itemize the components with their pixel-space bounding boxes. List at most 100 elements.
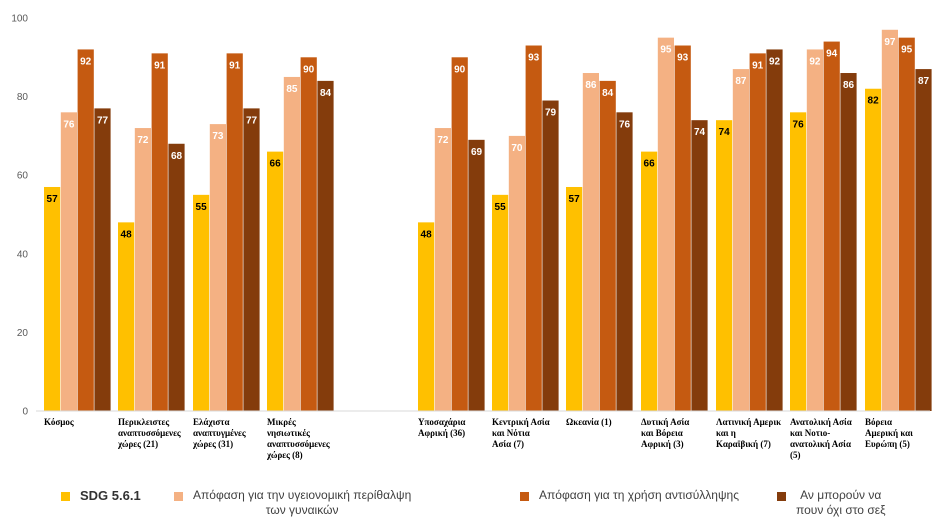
value-label: 66	[270, 159, 282, 170]
bar	[77, 49, 94, 411]
bar	[732, 69, 749, 411]
y-tick-label: 60	[17, 171, 29, 182]
category-label: Μικρές νησιωτικές αναπτυσσόμενες χώρες (8)	[266, 417, 330, 460]
bar	[865, 88, 882, 412]
bar	[44, 186, 61, 411]
legend-label: Απόφαση για τη χρήση αντισύλληψης	[539, 488, 739, 502]
bar	[60, 112, 77, 411]
value-label: 91	[154, 60, 166, 71]
category-label: Ελάχιστα αναπτυγμένες χώρες (31)	[192, 417, 246, 449]
bar	[657, 37, 674, 412]
category-label: Κόσμος	[44, 417, 74, 427]
value-label: 77	[97, 115, 109, 126]
value-label: 73	[212, 131, 224, 142]
y-tick-label: 80	[17, 92, 29, 103]
category-label: Βόρεια Αμερική και Ευρώπη (5)	[865, 417, 913, 449]
bar	[193, 194, 210, 411]
category-label: Ανατολική Ασία και Νοτιο-ανατολική Ασία (5…	[790, 417, 852, 460]
value-label: 77	[246, 115, 258, 126]
bar	[542, 100, 559, 411]
y-axis: 0 20 40 60 80 100	[11, 14, 28, 418]
value-label: 74	[719, 127, 731, 138]
bar	[468, 139, 485, 411]
value-label: 66	[644, 159, 656, 170]
bar	[525, 45, 542, 411]
value-label: 91	[229, 60, 241, 71]
value-label: 92	[769, 56, 781, 67]
legend-label: Αν μπορούν να πουν όχι στο σεξ	[796, 488, 886, 517]
bar	[749, 53, 766, 412]
y-tick-label: 0	[22, 407, 28, 418]
value-label: 90	[454, 64, 466, 75]
value-label: 57	[47, 194, 59, 205]
category-label: Κεντρική Ασία και Νότια Ασία (7)	[492, 417, 550, 449]
legend-item: SDG 5.6.1	[61, 488, 141, 503]
bar	[599, 80, 616, 411]
bar	[118, 222, 135, 411]
category-label: Λατινική Αμερικ και η Καραϊβική (7)	[716, 417, 781, 449]
legend-label: SDG 5.6.1	[80, 488, 141, 503]
value-label: 97	[884, 37, 896, 48]
value-label: 87	[918, 76, 930, 87]
value-label: 93	[528, 53, 540, 64]
category-label: Δυτική Ασία και Βόρεια Αφρική (3)	[641, 417, 689, 449]
value-label: 86	[843, 80, 855, 91]
value-label: 69	[471, 147, 483, 158]
bar	[226, 53, 243, 412]
y-tick-label: 20	[17, 328, 29, 339]
value-label: 90	[303, 64, 315, 75]
value-label: 72	[137, 135, 149, 146]
bar	[881, 29, 898, 411]
legend-item: Απόφαση για τη χρήση αντισύλληψης	[520, 488, 739, 503]
legend-swatch	[61, 492, 70, 501]
category-label: Υποσαχάρια Αφρική (36)	[418, 417, 465, 438]
value-label: 93	[677, 53, 689, 64]
bar	[134, 128, 151, 412]
value-label: 70	[511, 143, 523, 154]
value-label: 76	[619, 119, 631, 130]
y-tick-label: 100	[11, 14, 28, 25]
legend: SDG 5.6.1 Απόφαση για την υγειονομική περ…	[0, 484, 938, 530]
value-label: 79	[545, 108, 557, 119]
bar	[243, 108, 260, 411]
bar	[566, 186, 583, 411]
bar	[317, 80, 334, 411]
bar	[806, 49, 823, 411]
category-label: Περικλειστες αναπτυσσόμενες χώρες (21)	[117, 417, 181, 449]
bar	[418, 222, 435, 411]
value-label: 85	[286, 84, 298, 95]
bar	[616, 112, 633, 411]
value-label: 76	[63, 119, 75, 130]
value-label: 91	[752, 60, 764, 71]
value-label: 92	[809, 56, 821, 67]
value-label: 55	[495, 202, 507, 213]
bar	[300, 57, 317, 412]
value-label: 92	[80, 56, 92, 67]
bar	[716, 120, 733, 412]
bar	[691, 120, 708, 412]
bar	[492, 194, 509, 411]
category-label: Ωκεανία (1)	[566, 417, 612, 427]
bar	[823, 41, 840, 411]
bar	[151, 53, 168, 412]
legend-item: Απόφαση για την υγειονομική περίθαλψη των…	[174, 488, 411, 518]
bar	[674, 45, 691, 411]
bar	[766, 49, 783, 411]
legend-swatch	[174, 492, 183, 501]
bar	[840, 73, 857, 412]
value-label: 95	[660, 45, 672, 56]
value-label: 94	[826, 49, 838, 60]
legend-swatch	[777, 492, 786, 501]
bar	[915, 69, 932, 411]
legend-swatch	[520, 492, 529, 501]
y-tick-label: 40	[17, 249, 29, 260]
bar	[790, 112, 807, 411]
bar	[641, 151, 658, 411]
bars	[44, 29, 932, 412]
value-label: 76	[793, 119, 805, 130]
bar	[434, 128, 451, 412]
value-label: 55	[196, 202, 208, 213]
bar	[898, 37, 915, 412]
bar-chart: 0 20 40 60 80 100 57 48 55 66 48 55 57 66 74 76 82 76 72 7…	[11, 14, 932, 460]
bar	[582, 73, 599, 412]
